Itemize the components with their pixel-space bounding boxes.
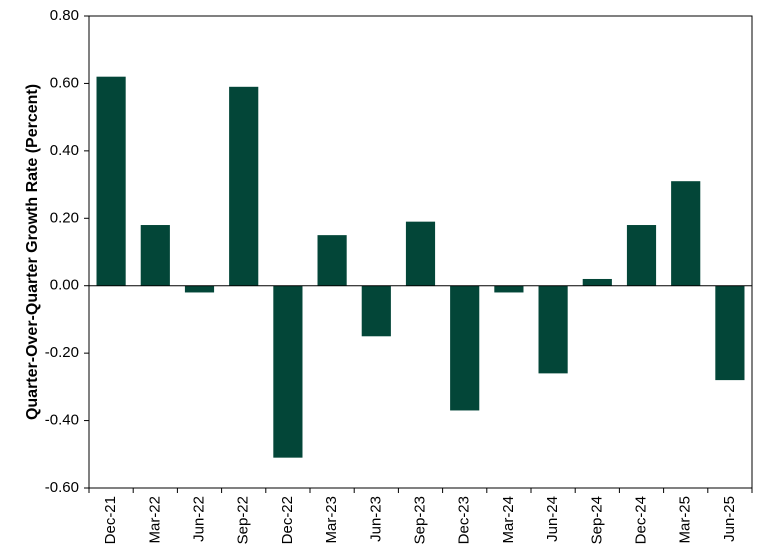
y-tick-label: 0.20 [50,209,79,226]
x-tick-label: Mar-25 [677,496,694,544]
x-tick-label: Mar-22 [146,496,163,544]
y-axis-title: Quarter-Over-Quarter Growth Rate (Percen… [24,84,41,420]
x-tick-label: Sep-24 [588,496,605,544]
bar-jun-23 [361,285,391,337]
bar-mar-24 [494,285,524,293]
x-tick-label: Dec-24 [632,496,649,544]
y-tick-label: 0.40 [50,142,79,159]
y-tick-label: -0.40 [45,412,79,429]
x-axis: Dec-21 Mar-22 Jun-22 Sep-22 Dec-22 Mar-23 Jun-… [88,488,753,544]
y-tick-label: 0.00 [50,277,79,294]
bar-mar-22 [140,225,170,286]
x-tick-label: Mar-24 [500,496,517,544]
x-tick-label: Dec-22 [279,496,296,544]
bar-dec-24 [626,225,657,286]
bar-jun-25 [715,285,745,381]
bar-mar-25 [671,181,701,286]
x-tick-label: Dec-21 [102,496,119,544]
x-tick-label: Jun-22 [190,496,207,542]
x-tick-label: Jun-23 [367,496,384,542]
x-tick-label: Sep-22 [235,496,252,544]
bar-sep-24 [582,278,612,286]
plot-frame [88,15,753,489]
y-axis: 0.80 0.60 0.40 0.20 0.00 -0.20 -0.40 -0.60 [45,7,89,496]
x-tick-label: Jun-25 [721,496,738,542]
bar-jun-22 [184,285,215,293]
y-tick-label: 0.60 [50,74,79,91]
x-tick-label: Mar-23 [323,496,340,544]
bar-sep-22 [229,86,259,286]
bar-dec-21 [96,76,126,286]
plot-border [88,15,753,489]
y-tick-label: -0.60 [45,479,79,496]
y-tick-label: 0.80 [50,7,79,24]
bar-dec-23 [450,285,480,411]
bar-mar-23 [317,235,347,286]
x-tick-label: Sep-23 [411,496,428,544]
bar-jun-24 [538,285,568,374]
bars-group [89,76,752,458]
x-tick-label: Jun-24 [544,496,561,542]
bar-sep-23 [405,221,436,286]
y-tick-label: -0.20 [45,344,79,361]
bar-dec-22 [273,285,303,458]
x-tick-label: Dec-23 [456,496,473,544]
